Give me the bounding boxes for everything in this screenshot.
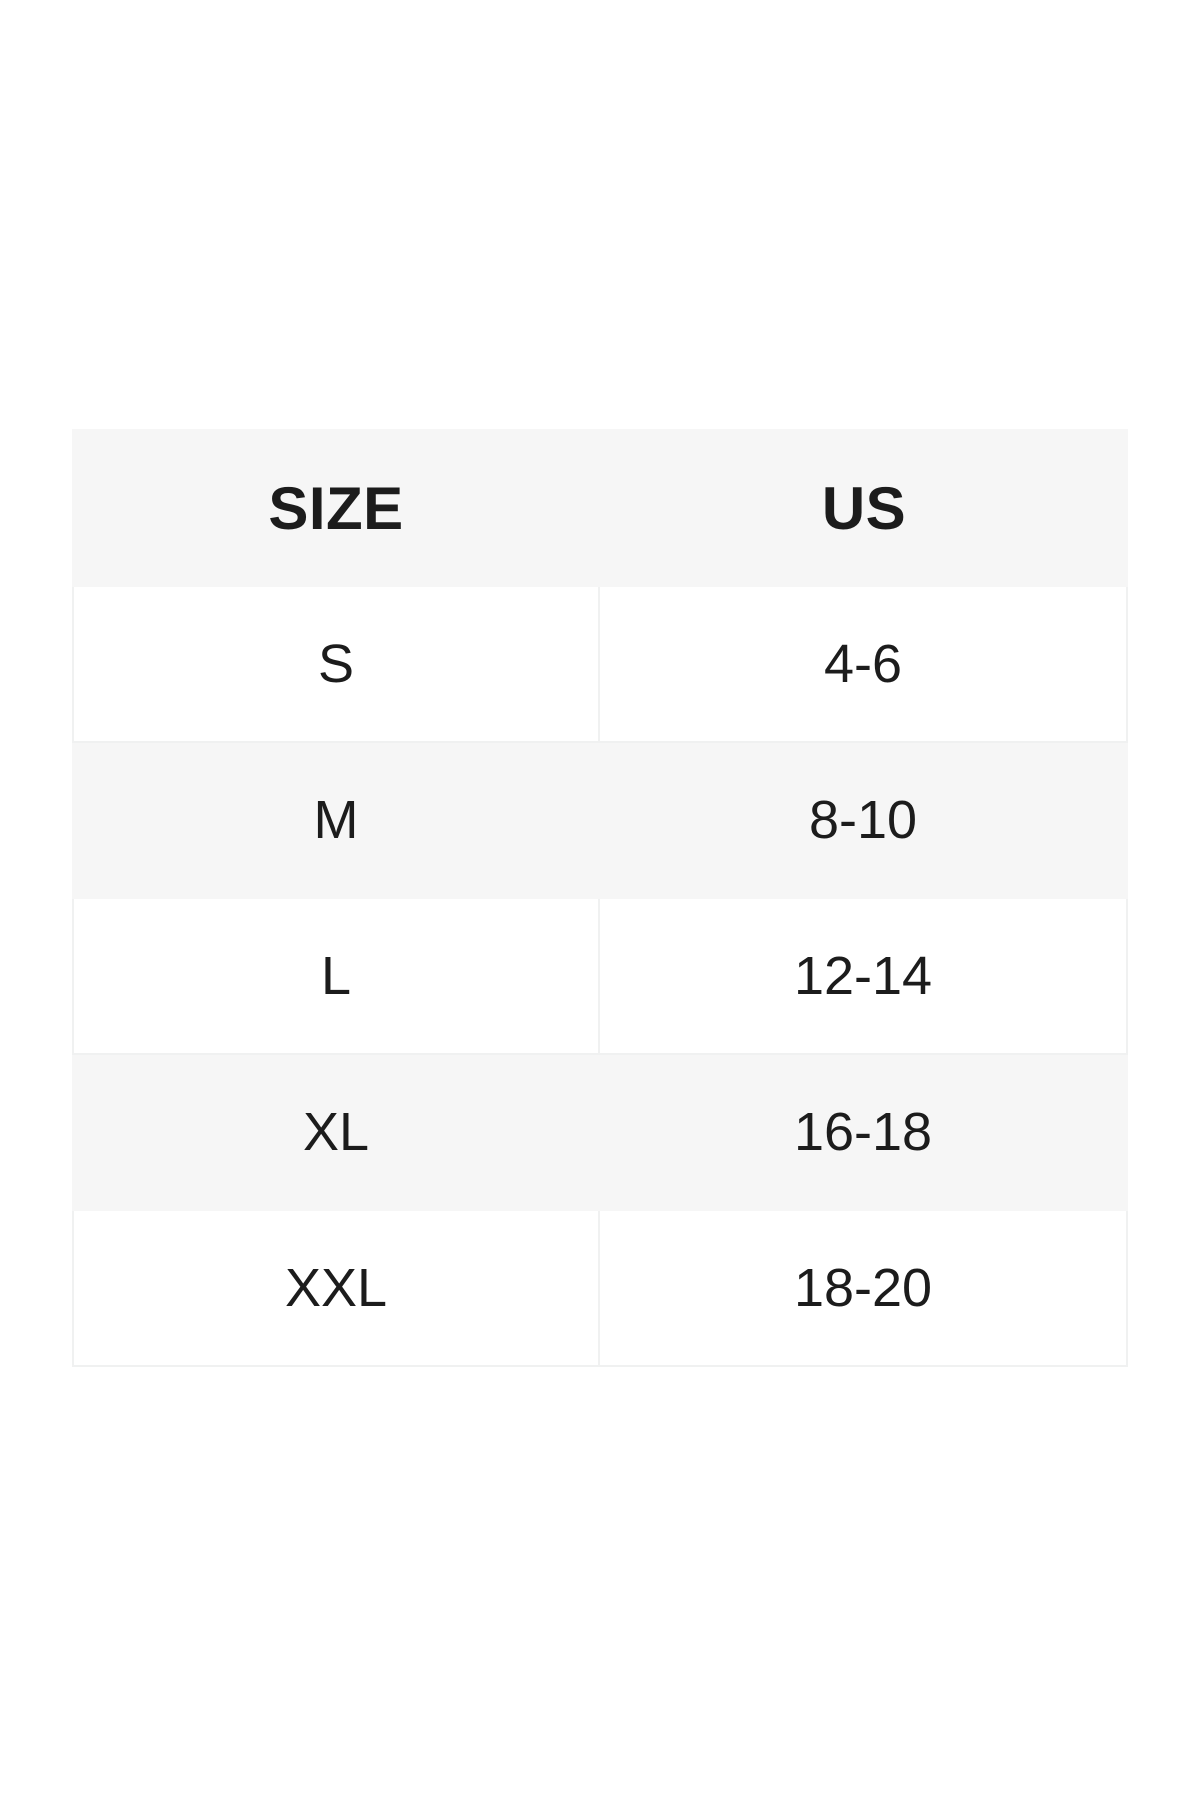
cell-us: 4-6	[823, 634, 903, 694]
cell-us: 12-14	[793, 946, 933, 1006]
cell-size: S	[74, 587, 600, 741]
cell-size: M	[74, 743, 600, 897]
table-row: M 8-10	[72, 743, 1128, 899]
size-chart-table: SIZE US S 4-6 M 8-10 L 12-14 XL 16-18 XX…	[72, 429, 1128, 1367]
table-row: XL 16-18	[72, 1055, 1128, 1211]
table-row: S 4-6	[72, 587, 1128, 743]
header-cell-us: US	[821, 474, 907, 542]
cell-size: L	[74, 899, 600, 1053]
cell-size: XXL	[74, 1211, 600, 1365]
table-row: L 12-14	[72, 899, 1128, 1055]
header-cell-size: SIZE	[268, 474, 404, 542]
cell-size: XL	[74, 1055, 600, 1209]
table-header-row: SIZE US	[72, 429, 1128, 587]
table-row: XXL 18-20	[72, 1211, 1128, 1367]
cell-us: 18-20	[793, 1258, 933, 1318]
cell-us: 16-18	[793, 1102, 933, 1162]
cell-us: 8-10	[808, 790, 918, 850]
